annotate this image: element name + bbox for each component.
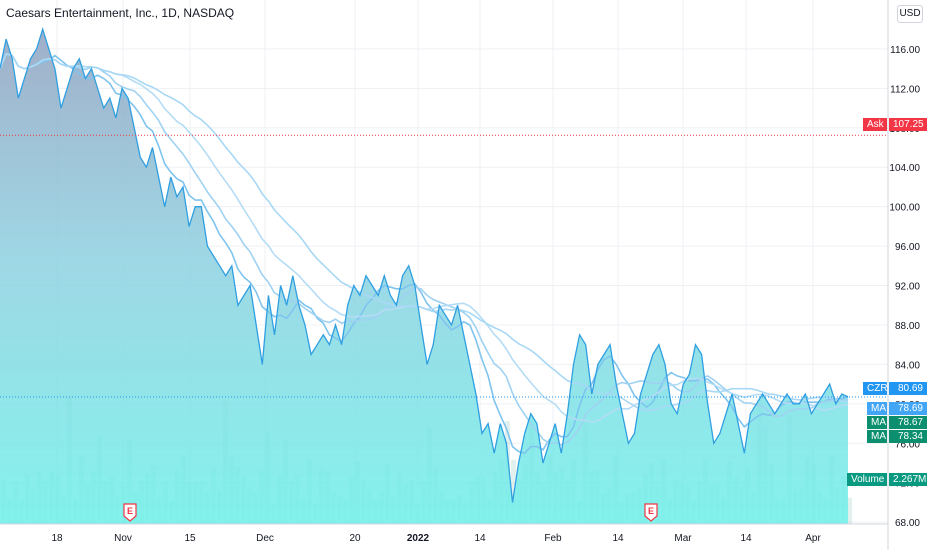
x-tick-label: 14 [740, 533, 752, 544]
volume-label: Volume [847, 473, 887, 486]
x-tick-label: 15 [184, 533, 196, 544]
price-area [0, 29, 848, 524]
moving-average-line [0, 52, 849, 454]
x-tick-label: 14 [612, 533, 624, 544]
x-tick-label: 18 [51, 533, 63, 544]
earnings-marker-icon [123, 503, 137, 522]
y-tick-label: 92.00 [895, 282, 920, 293]
ma2-label: MA [867, 416, 887, 429]
x-tick-label: Mar [674, 533, 692, 544]
currency-button[interactable]: USD [897, 5, 923, 23]
ma1-label: MA [867, 402, 887, 415]
last-price-label: CZR [863, 382, 888, 395]
earnings-marker-label: E [648, 506, 654, 516]
volume-value: 2.267M [889, 473, 927, 486]
y-tick-label: 96.00 [895, 242, 920, 253]
x-tick-label: Feb [544, 533, 562, 544]
price-line [0, 27, 849, 503]
y-tick-label: 76.00 [895, 439, 920, 450]
x-tick-label: 2022 [407, 533, 430, 544]
ma3-value: 78.34 [889, 430, 927, 443]
y-tick-label: 100.00 [889, 203, 920, 214]
last-price-value: 80.69 [889, 382, 927, 395]
x-tick-label: Dec [256, 533, 274, 544]
earnings-marker-icon [644, 503, 658, 522]
ma1-value: 78.69 [889, 402, 927, 415]
x-tick-label: 14 [474, 533, 486, 544]
volume-bar [847, 497, 852, 524]
chart-title: Caesars Entertainment, Inc., 1D, NASDAQ [6, 6, 235, 20]
x-tick-label: Nov [114, 533, 132, 544]
earnings-marker-label: E [127, 506, 133, 516]
y-tick-label: 88.00 [895, 321, 920, 332]
ask-price-tag: Ask [863, 118, 887, 131]
x-tick-label: 20 [349, 533, 361, 544]
y-tick-label: 116.00 [890, 45, 920, 56]
ask-price-value: 107.25 [889, 118, 927, 131]
x-tick-label: Apr [805, 533, 821, 544]
ma3-label: MA [867, 430, 887, 443]
y-tick-label: 104.00 [889, 163, 920, 174]
ma2-value: 78.67 [889, 416, 927, 429]
y-tick-label: 84.00 [895, 360, 920, 371]
y-tick-label: 68.00 [895, 518, 920, 529]
y-tick-label: 112.00 [890, 84, 920, 95]
moving-average-line [0, 52, 849, 446]
